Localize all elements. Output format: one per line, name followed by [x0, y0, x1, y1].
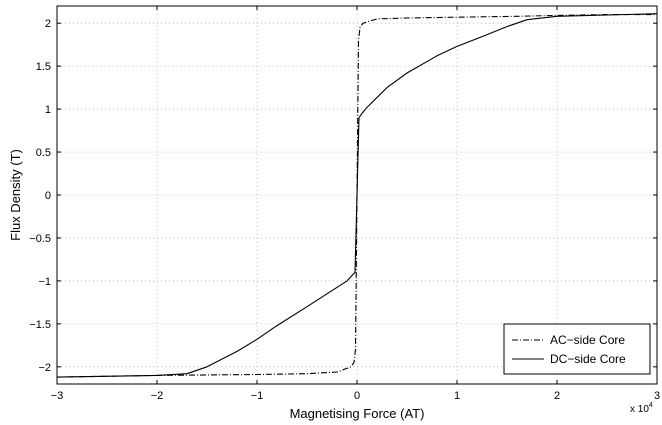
y-tick-label: 2 — [45, 18, 51, 30]
y-tick-label: −0.5 — [29, 233, 51, 245]
x-axis-multiplier-base: x 10 — [630, 404, 649, 415]
legend-entry-dc-side-core: DC−side Core — [550, 352, 626, 366]
x-tick-label: −2 — [151, 390, 164, 402]
x-tick-label: 3 — [654, 390, 660, 402]
y-axis-label: Flux Density (T) — [8, 149, 23, 241]
legend-box — [503, 323, 651, 375]
x-tick-label: 0 — [354, 390, 360, 402]
y-tick-label: 0.5 — [36, 147, 51, 159]
series-line-ac-side-core — [56, 14, 657, 378]
y-tick-label: 1 — [45, 104, 51, 116]
y-tick-label: 1.5 — [36, 61, 51, 73]
x-tick-label: 1 — [454, 390, 460, 402]
series-line-dc-side-core — [56, 13, 658, 378]
y-tick-label: −2 — [38, 362, 51, 374]
x-axis-multiplier: x 104 — [630, 402, 653, 415]
ticks: −3 −2 −1 0 1 2 3 −2 −1.5 −1 −0.5 0 0.5 1 1.5 2 — [29, 6, 660, 402]
x-axis-label: Magnetising Force (AT) — [290, 406, 425, 421]
legend-entry-ac-side-core: AC−side Core — [550, 333, 625, 347]
y-tick-label: −1 — [38, 276, 51, 288]
y-tick-label: −1.5 — [29, 319, 51, 331]
x-tick-label: −3 — [51, 390, 64, 402]
x-tick-label: −1 — [251, 390, 264, 402]
x-axis-multiplier-exponent: 4 — [649, 402, 653, 409]
y-tick-label: 0 — [45, 190, 51, 202]
series-layer — [56, 13, 658, 378]
x-tick-label: 2 — [554, 390, 560, 402]
legend: AC−side Core DC−side Core — [503, 323, 651, 375]
